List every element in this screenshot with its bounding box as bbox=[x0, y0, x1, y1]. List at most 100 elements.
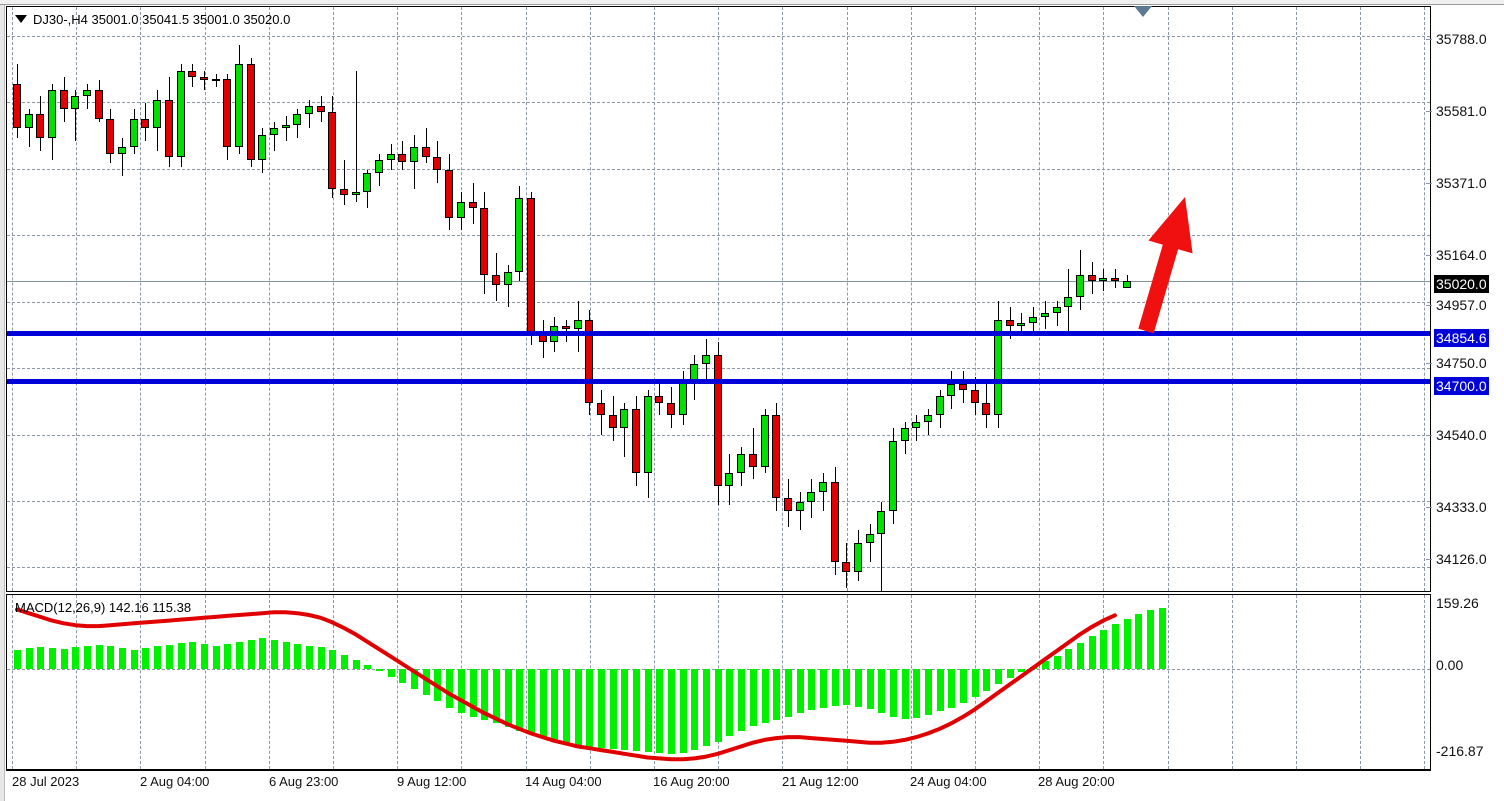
vertical-gridline bbox=[268, 7, 270, 591]
macd-histogram-bar bbox=[598, 668, 605, 749]
macd-histogram-bar bbox=[749, 668, 757, 727]
macd-histogram-bar bbox=[317, 647, 325, 669]
macd-histogram-bar bbox=[130, 650, 138, 669]
candlestick bbox=[1099, 278, 1108, 282]
macd-histogram-bar bbox=[913, 668, 921, 718]
candle-wick bbox=[309, 99, 310, 129]
time-axis-label: 24 Aug 04:00 bbox=[910, 774, 987, 789]
macd-histogram-bar bbox=[376, 668, 384, 672]
candlestick bbox=[994, 319, 1003, 416]
vertical-gridline bbox=[204, 595, 206, 769]
macd-histogram-bar bbox=[247, 639, 255, 669]
macd-histogram-bar bbox=[49, 648, 57, 669]
macd-histogram-bar bbox=[165, 644, 173, 669]
macd-histogram-bar bbox=[691, 668, 699, 751]
candlestick bbox=[246, 64, 255, 161]
candlestick bbox=[328, 112, 337, 189]
macd-histogram-bar bbox=[714, 668, 722, 742]
macd-histogram-bar bbox=[37, 647, 45, 669]
horizontal-gridline bbox=[7, 235, 1430, 237]
vertical-gridline bbox=[1103, 595, 1105, 769]
macd-histogram-bar bbox=[1065, 649, 1073, 669]
candlestick bbox=[783, 498, 792, 512]
candlestick bbox=[316, 105, 325, 113]
candlestick bbox=[597, 402, 605, 416]
candle-wick bbox=[928, 409, 929, 435]
horizontal-gridline bbox=[7, 36, 1430, 38]
macd-histogram-bar bbox=[270, 639, 278, 669]
vertical-gridline bbox=[333, 7, 334, 591]
vertical-gridline bbox=[76, 7, 78, 591]
candlestick bbox=[632, 409, 641, 473]
macd-histogram-bar bbox=[679, 668, 687, 753]
price-axis-badge: 35020.0 bbox=[1434, 275, 1489, 293]
vertical-gridline bbox=[846, 7, 848, 591]
macd-histogram-bar bbox=[1030, 666, 1038, 669]
triangle-down-icon[interactable] bbox=[15, 15, 27, 23]
candlestick bbox=[1005, 319, 1014, 327]
candlestick bbox=[36, 113, 45, 138]
vertical-gridline bbox=[975, 7, 976, 591]
vertical-gridline bbox=[1424, 595, 1426, 769]
candle-wick bbox=[1057, 300, 1058, 327]
candle-wick bbox=[286, 115, 287, 142]
macd-histogram-bar bbox=[224, 643, 232, 669]
macd-histogram-bar bbox=[60, 649, 68, 669]
price-level-line[interactable] bbox=[7, 379, 1430, 384]
macd-histogram-bar bbox=[411, 668, 419, 690]
vertical-gridline bbox=[1103, 7, 1105, 591]
macd-histogram-bar bbox=[726, 668, 734, 737]
axis-tick bbox=[1426, 305, 1432, 306]
vertical-gridline bbox=[204, 7, 206, 591]
vertical-gridline bbox=[910, 595, 912, 769]
macd-histogram-bar bbox=[668, 668, 676, 754]
macd-histogram-bar bbox=[1135, 614, 1143, 669]
vertical-gridline bbox=[333, 595, 334, 769]
candle-wick bbox=[1115, 268, 1116, 288]
candle-wick bbox=[75, 89, 76, 142]
candlestick bbox=[877, 511, 886, 534]
candlestick bbox=[889, 441, 897, 512]
candlestick bbox=[421, 147, 430, 157]
candlestick bbox=[1040, 313, 1049, 317]
price-chart-pane[interactable]: DJ30-,H4 35001.0 35041.5 35001.0 35020.0 bbox=[6, 6, 1431, 592]
price-axis-label: 35788.0 bbox=[1436, 31, 1487, 47]
macd-histogram-bar bbox=[14, 650, 21, 669]
macd-histogram-bar bbox=[562, 668, 570, 744]
vertical-gridline bbox=[589, 7, 591, 591]
candlestick bbox=[468, 201, 477, 209]
price-axis-label: 34126.0 bbox=[1436, 551, 1487, 567]
time-axis[interactable]: 28 Jul 2023 2 Aug 04:00 6 Aug 23:00 9 Aug 1… bbox=[6, 770, 1504, 801]
axis-tick bbox=[1426, 507, 1432, 508]
candlestick bbox=[398, 153, 407, 162]
vertical-gridline bbox=[910, 7, 912, 591]
price-level-line[interactable] bbox=[7, 331, 1430, 336]
last-price-line bbox=[7, 281, 1430, 283]
macd-axis-scale[interactable]: 159.26 0.00 -216.87 bbox=[1432, 594, 1504, 770]
macd-histogram-bar bbox=[539, 668, 547, 739]
macd-histogram-bar bbox=[516, 668, 524, 731]
candlestick bbox=[375, 160, 384, 173]
candlestick bbox=[305, 105, 313, 114]
candlestick bbox=[281, 125, 290, 129]
macd-histogram-bar bbox=[259, 638, 267, 669]
candlestick bbox=[503, 271, 512, 285]
time-axis-label: 28 Aug 20:00 bbox=[1038, 774, 1115, 789]
macd-histogram-bar bbox=[492, 668, 500, 724]
macd-histogram-bar bbox=[72, 647, 80, 669]
macd-histogram-bar bbox=[633, 668, 641, 752]
axis-tick bbox=[1426, 363, 1432, 364]
candlestick bbox=[293, 113, 302, 126]
price-axis-scale[interactable]: 35788.0 35581.0 35371.0 35164.0 35020.0 34957… bbox=[1426, 6, 1504, 592]
macd-histogram-bar bbox=[364, 664, 372, 669]
horizontal-gridline bbox=[7, 102, 1430, 104]
vertical-gridline bbox=[397, 7, 399, 591]
candlestick bbox=[702, 354, 711, 365]
candlestick bbox=[924, 415, 933, 422]
macd-indicator-pane[interactable]: MACD(12,26,9) 142.16 115.38 bbox=[6, 594, 1431, 770]
candlestick bbox=[164, 99, 173, 157]
candlestick bbox=[1110, 278, 1119, 282]
candle-wick bbox=[508, 265, 509, 307]
macd-histogram-bar bbox=[936, 668, 944, 712]
candlestick bbox=[655, 396, 664, 403]
